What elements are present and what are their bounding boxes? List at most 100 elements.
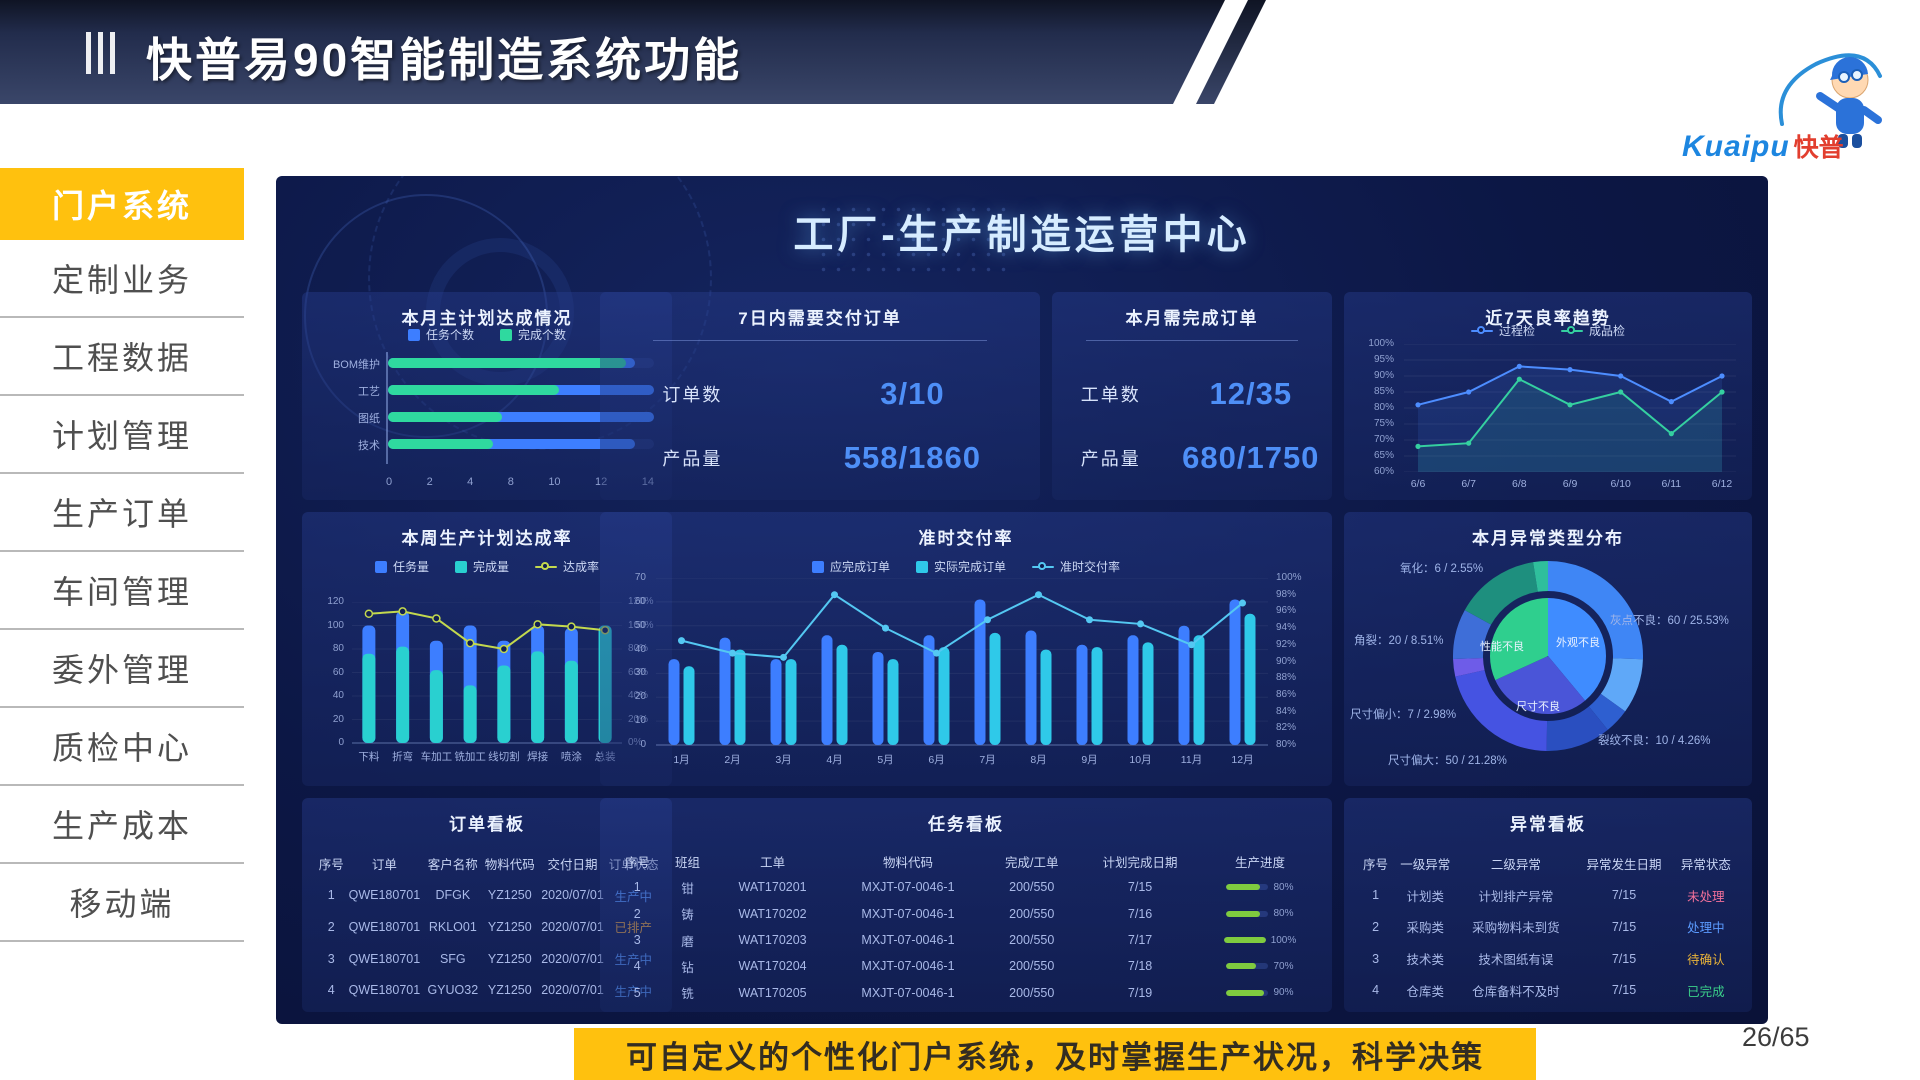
- table-row: 4 仓库类 仓库备料不及时 7/15 已完成: [1358, 974, 1738, 1006]
- table-cell: 7/15: [1611, 888, 1637, 903]
- table-cell: QWE180701: [348, 983, 421, 998]
- axis-tick-label: 60: [332, 666, 344, 678]
- table-cell: 1: [633, 880, 641, 895]
- legend-square-marker: [454, 560, 467, 573]
- table-cell: QWE180701: [348, 919, 421, 934]
- donut-slice-label: 裂纹不良：10 / 4.26%: [1598, 735, 1711, 747]
- table-cell: MXJT-07-0046-1: [861, 906, 955, 921]
- x-axis-label: 4月: [826, 754, 843, 766]
- anomaly-distribution-donut: 氧化：6 / 2.55% 灰点不良：60 / 25.53% 裂纹不良：10 / 4.…: [1344, 512, 1752, 786]
- axis-tick-label: 86%: [1276, 688, 1297, 700]
- axis-tick-label: 0%: [628, 737, 668, 748]
- order-board-table: 序号 订单 客户名称物料代码交付日期订单状态 1 QWE180701 DFGK YZ1250…: [316, 848, 658, 1006]
- legend-item: 准时交付率: [1032, 558, 1120, 575]
- table-cell: 7/18: [1127, 959, 1153, 974]
- chart-legend: 过程检 成品检: [1344, 322, 1752, 339]
- table-row: 3 QWE180701 SFG YZ1250 2020/07/01 生产中: [316, 943, 658, 975]
- x-axis-label: 8月: [1030, 754, 1047, 766]
- bar-row: 技术: [358, 439, 654, 452]
- chart-legend: 任务量 完成量 达成率: [302, 558, 672, 575]
- panel-yield-trend: 近7天良率趋势 过程检 成品检 100% 95% 90% 85% 80% 75% 70% 65% 6…: [1344, 292, 1752, 500]
- completed-bar: [388, 439, 493, 449]
- table-cell: MXJT-07-0046-1: [861, 959, 955, 974]
- x-axis-label: 线切割: [488, 751, 520, 763]
- legend-item: 达成率: [535, 558, 599, 575]
- table-cell: 已排产: [609, 917, 658, 936]
- sidebar-item-9[interactable]: 生产成本: [0, 786, 244, 864]
- axis-tick-label: 20%: [628, 714, 668, 725]
- legend-item: 成品检: [1561, 322, 1625, 339]
- header-band: 快普易90智能制造系统功能: [0, 0, 1225, 104]
- donut-inner-label: 尺寸不良: [1516, 701, 1560, 713]
- column-header: 序号: [1363, 858, 1389, 873]
- table-cell: DFGK: [435, 888, 471, 903]
- x-axis-label: 11月: [1180, 754, 1203, 766]
- progress-label: 70%: [1273, 960, 1294, 972]
- progress-bar: 100%: [1202, 935, 1318, 946]
- axis-tick-label: 50: [634, 619, 646, 631]
- table-header-row: 序号 订单 客户名称物料代码交付日期订单状态: [316, 848, 658, 880]
- axis-tick-label: 84%: [1276, 705, 1297, 717]
- table-cell: 铸: [681, 908, 694, 923]
- column-header: 一级异常: [1400, 858, 1451, 873]
- table-cell: WAT170202: [738, 906, 807, 921]
- table-cell: 采购物料未到货: [1472, 921, 1560, 936]
- axis-tick-label: 65%: [1373, 450, 1394, 461]
- axis-tick-label: 40: [634, 643, 646, 655]
- table-cell: 2020/07/01: [541, 888, 604, 903]
- x-axis-label: 车加工: [420, 751, 453, 763]
- table-cell: 2020/07/01: [541, 983, 604, 998]
- sidebar-item-6[interactable]: 车间管理: [0, 552, 244, 630]
- chart-legend: 任务个数 完成个数: [302, 326, 672, 343]
- sidebar-item-2[interactable]: 定制业务: [0, 240, 244, 318]
- table-cell: 7/15: [1127, 880, 1153, 895]
- x-axis-label: 6/10: [1610, 478, 1631, 490]
- sidebar-item-7[interactable]: 委外管理: [0, 630, 244, 708]
- table-cell: MXJT-07-0046-1: [861, 933, 955, 948]
- sidebar-item-3[interactable]: 工程数据: [0, 318, 244, 396]
- completed-bar: [388, 385, 559, 395]
- mascot-icon: [1778, 53, 1882, 148]
- panel-title: 订单看板: [449, 815, 525, 834]
- column-header: 物料代码: [484, 858, 535, 873]
- table-row: 1 计划类 计划排产异常 7/15 未处理: [1358, 880, 1738, 912]
- axis-tick-label: 60%: [1373, 466, 1394, 477]
- column-header: 订单: [371, 858, 397, 873]
- axis-tick-label: 85%: [1373, 386, 1394, 397]
- sidebar-item-1[interactable]: 门户系统: [0, 168, 244, 240]
- table-cell: MXJT-07-0046-1: [861, 985, 955, 1000]
- table-cell: 4: [1372, 983, 1380, 998]
- progress-bar: 80%: [1202, 908, 1318, 919]
- table-cell: 2: [327, 919, 335, 934]
- brand-logo: Kuaipu 快普: [1682, 46, 1892, 170]
- sidebar-item-10[interactable]: 移动端: [0, 864, 244, 942]
- table-cell: 磨: [681, 934, 694, 949]
- table-row: 2 采购类 采购物料未到货 7/15 处理中: [1358, 911, 1738, 943]
- sidebar-item-5[interactable]: 生产订单: [0, 474, 244, 552]
- panel-deliver-7days: 7日内需要交付订单 订单数 3/10 产品量 558/1860: [600, 292, 1040, 500]
- donut-inner-label: 外观不良: [1556, 637, 1600, 649]
- sidebar-item-8[interactable]: 质检中心: [0, 708, 244, 786]
- sidebar-item-4[interactable]: 计划管理: [0, 396, 244, 474]
- table-row: 2 铸 WAT170202 MXJT-07-0046-1 200/550 7/16 80%: [614, 901, 1318, 927]
- panel-title: 本周生产计划达成率: [401, 529, 573, 548]
- legend-item: 完成量: [454, 558, 509, 575]
- axis-tick-label: 40: [332, 690, 344, 701]
- table-cell: 7/19: [1127, 985, 1153, 1000]
- table-cell: 90%: [1202, 987, 1318, 998]
- x-axis-label: 2月: [724, 754, 741, 766]
- axis-tick-label: 120%: [628, 596, 668, 607]
- progress-bar: 90%: [1202, 987, 1318, 998]
- bar-category-label: BOM维护: [332, 359, 380, 371]
- bar-category-label: 图纸: [358, 413, 380, 425]
- column-header: 客户名称: [427, 858, 478, 873]
- chart-legend: 应完成订单 实际完成订单 准时交付率: [600, 558, 1332, 575]
- bar-row: 工艺: [358, 385, 654, 398]
- kpi-value: 12/35: [1209, 376, 1293, 411]
- x-axis-label: 下料: [358, 751, 380, 763]
- legend-square-marker: [500, 328, 512, 341]
- x-axis-label: 9月: [1081, 754, 1098, 766]
- table-cell: 生产中: [609, 949, 658, 968]
- axis-tick-label: 0: [640, 739, 646, 750]
